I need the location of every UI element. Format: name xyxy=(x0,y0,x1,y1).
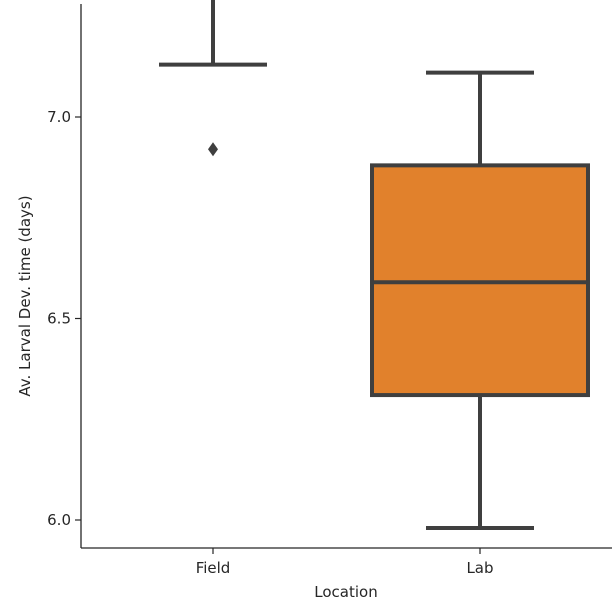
iqr-box xyxy=(370,163,590,398)
axes-layer: 6.06.57.07.58.08.5FieldLab xyxy=(47,4,612,577)
outlier-marker xyxy=(208,142,218,157)
box-field xyxy=(159,0,267,157)
x-axis-label: Location xyxy=(314,583,377,601)
x-tick-label: Field xyxy=(196,559,231,577)
y-axis-label: Av. Larval Dev. time (days) xyxy=(16,195,34,396)
y-tick-label: 7.0 xyxy=(47,108,71,126)
x-tick-label: Lab xyxy=(466,559,493,577)
box-lab xyxy=(370,70,590,531)
y-tick-label: 6.0 xyxy=(47,511,71,529)
y-tick-label: 6.5 xyxy=(47,310,71,328)
boxes-layer xyxy=(159,0,590,531)
